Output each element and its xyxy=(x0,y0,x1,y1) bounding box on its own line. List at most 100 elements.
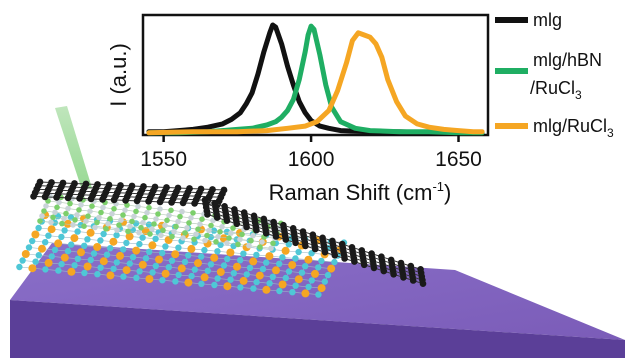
ru-atom xyxy=(177,264,186,273)
cl-atom xyxy=(210,227,218,234)
cl-atom xyxy=(81,269,88,277)
cl-atom xyxy=(58,233,65,241)
cl-atom xyxy=(61,227,68,234)
hbn-atom xyxy=(162,222,168,229)
ru-atom xyxy=(70,234,79,243)
legend-label-rucl3-cont: /RuCl3 xyxy=(530,78,582,102)
hbn-atom xyxy=(89,203,95,209)
cl-atom xyxy=(217,241,224,248)
carbon-atom xyxy=(223,217,231,224)
cl-atom xyxy=(240,250,247,257)
hbn-atom xyxy=(215,234,221,240)
ru-atom xyxy=(239,276,248,285)
cl-atom xyxy=(253,251,260,259)
hbn-atom xyxy=(180,235,186,241)
carbon-atom xyxy=(191,200,199,207)
carbon-atom xyxy=(110,196,118,204)
carbon-atom xyxy=(370,264,378,272)
hbn-atom xyxy=(59,220,65,227)
ru-atom xyxy=(265,252,274,261)
cl-atom xyxy=(318,257,325,265)
carbon-atom xyxy=(204,211,211,218)
cl-atom xyxy=(185,252,192,259)
plot-frame xyxy=(141,13,490,137)
carbon-atom xyxy=(302,242,309,250)
cl-atom xyxy=(71,262,78,269)
ru-atom xyxy=(194,259,202,268)
cl-atom xyxy=(19,257,26,264)
hbn-atom xyxy=(76,207,82,213)
cl-atom xyxy=(55,267,62,274)
hbn-atom xyxy=(103,226,109,232)
ru-atom xyxy=(116,251,124,260)
cl-atom xyxy=(133,274,140,281)
cl-atom xyxy=(246,264,254,272)
hbn-atom xyxy=(56,199,62,206)
carbon-atom xyxy=(168,199,176,206)
cl-atom xyxy=(188,272,195,280)
hbn-atom xyxy=(175,218,181,225)
hbn-atom xyxy=(153,216,159,222)
hbn-atom xyxy=(237,236,243,243)
ru-atom xyxy=(54,239,63,248)
hbn-atom xyxy=(195,226,201,232)
cl-atom xyxy=(123,239,130,247)
hbn-atom xyxy=(83,218,89,224)
hbn-atom xyxy=(188,215,194,221)
carbon-atom xyxy=(400,274,407,281)
cl-atom xyxy=(136,240,143,248)
ru-atom xyxy=(125,232,134,241)
cl-atom xyxy=(266,280,273,287)
cl-atom xyxy=(201,246,208,254)
hbn-atom xyxy=(217,229,223,235)
cl-atom xyxy=(94,271,101,278)
ru-atom xyxy=(233,262,241,271)
cl-atom xyxy=(97,264,104,271)
hbn-atom xyxy=(166,212,172,219)
cl-atom xyxy=(181,258,189,266)
cl-atom xyxy=(42,266,49,273)
hbn-atom xyxy=(235,241,241,248)
ru-atom xyxy=(184,278,193,287)
carbon-atom xyxy=(409,277,417,284)
cl-atom xyxy=(168,257,176,264)
hbn-atom xyxy=(257,244,263,250)
hbn-atom xyxy=(140,219,146,226)
carbon-atom xyxy=(156,198,164,206)
cl-atom xyxy=(159,277,166,284)
hbn-atom xyxy=(85,213,91,219)
graphene-layer-right xyxy=(201,196,427,288)
hbn-atom xyxy=(191,236,197,242)
hbn-atom xyxy=(168,207,174,214)
ru-atom xyxy=(304,255,313,264)
cl-atom xyxy=(32,258,39,265)
cl-atom xyxy=(253,278,260,286)
carbon-atom xyxy=(360,261,368,269)
ru-atom xyxy=(31,230,40,239)
hbn-atom xyxy=(179,208,185,215)
hbn-atom xyxy=(118,217,124,223)
hbn-atom xyxy=(63,210,69,217)
ru-atom xyxy=(122,266,131,275)
cl-atom xyxy=(51,246,59,254)
carbon-atom xyxy=(64,194,72,202)
hbn-atom xyxy=(129,218,135,225)
ru-atom xyxy=(327,264,336,273)
hbn-atom xyxy=(125,228,131,235)
ru-atom xyxy=(38,244,46,253)
ru-atom xyxy=(155,255,163,264)
cl-atom xyxy=(110,265,117,273)
cl-atom xyxy=(224,255,231,263)
ru-atom xyxy=(249,257,258,266)
cl-atom xyxy=(113,259,121,266)
carbon-atom xyxy=(272,233,280,240)
carbon-atom xyxy=(331,252,339,259)
carbon-atom xyxy=(341,255,348,262)
cl-atom xyxy=(74,228,81,235)
hbn-atom xyxy=(268,245,274,252)
cl-atom xyxy=(90,250,98,257)
hbn-atom xyxy=(116,222,122,228)
carbon-atom xyxy=(30,193,37,200)
hbn-atom xyxy=(228,230,234,236)
cl-atom xyxy=(198,280,205,287)
